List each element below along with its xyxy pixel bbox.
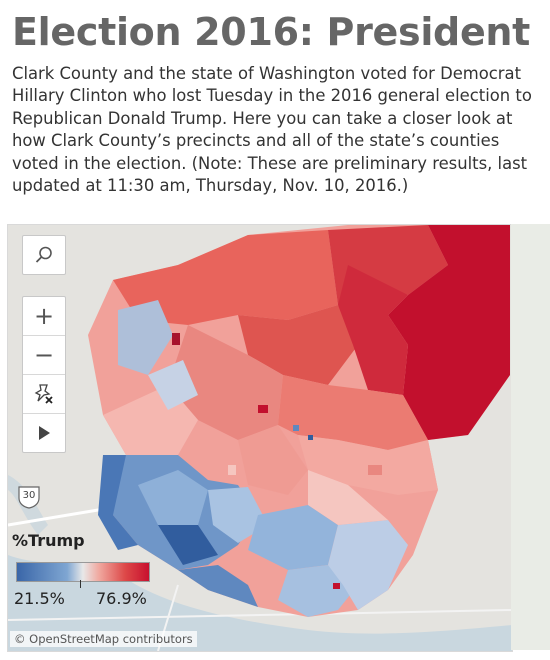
pin-off-icon [34,384,53,404]
search-button[interactable] [23,236,65,274]
play-button[interactable] [23,413,65,452]
zoom-controls: + − [22,296,66,453]
zoom-out-button[interactable]: − [23,335,65,374]
minus-icon: − [33,341,55,369]
intro-paragraph: Clark County and the state of Washington… [12,64,532,196]
legend-title: %Trump [12,531,85,550]
map-canvas [8,225,512,651]
highway-label: 30 [22,490,36,501]
pin-button[interactable] [23,374,65,413]
page-title: Election 2016: President [12,10,531,54]
map-controls [22,235,66,275]
map-credit[interactable]: © OpenStreetMap contributors [10,631,197,647]
plus-icon: + [33,302,55,330]
legend-midpoint-tick [80,580,81,588]
legend-max-label: 76.9% [96,589,147,608]
search-icon [35,246,52,263]
map-side-panel [511,224,550,650]
precinct-map[interactable]: 30 [7,224,513,652]
zoom-in-button[interactable]: + [23,297,65,335]
legend-color-ramp [16,562,150,582]
legend-min-label: 21.5% [14,589,65,608]
highway-shield-icon [18,486,40,509]
play-icon [39,426,50,440]
